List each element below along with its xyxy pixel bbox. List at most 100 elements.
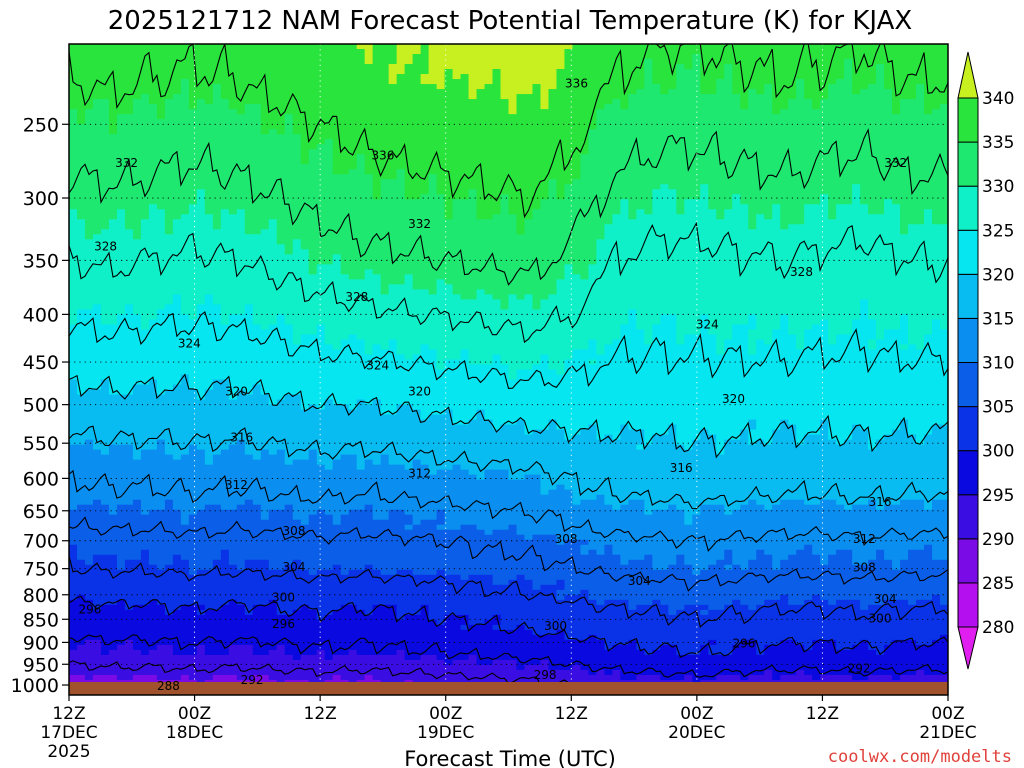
colorbar-segment <box>957 97 979 143</box>
x-tick-label: 00Z <box>178 704 211 724</box>
contour-label: 296 <box>272 617 295 631</box>
contour-label: 308 <box>555 532 578 546</box>
y-tick-label: 250 <box>23 114 59 136</box>
colorbar-segment <box>957 538 979 584</box>
contour-label: 336 <box>565 76 588 90</box>
colorbar-label: 330 <box>982 177 1014 197</box>
y-tick-label: 800 <box>23 585 59 607</box>
contour-line <box>69 555 948 628</box>
contour-label: 328 <box>345 290 368 304</box>
colorbar-label: 290 <box>982 530 1014 550</box>
y-tick-label: 350 <box>23 250 59 272</box>
contour-line <box>69 425 948 510</box>
contour-label: 300 <box>544 619 567 633</box>
colorbar-label: 335 <box>982 133 1014 153</box>
colorbar-label: 340 <box>982 89 1014 109</box>
x-tick-label: 00Z <box>429 704 462 724</box>
y-tick-label: 850 <box>23 609 59 631</box>
colorbar-label: 315 <box>982 309 1014 329</box>
x-tick-date-label: 21DEC <box>919 723 976 743</box>
colorbar-label: 285 <box>982 574 1014 594</box>
x-tick-date-label: 17DEC <box>40 723 97 743</box>
y-tick-label: 950 <box>23 654 59 676</box>
x-tick-label: 00Z <box>680 704 713 724</box>
contour-label: 312 <box>853 532 876 546</box>
contour-label: 336 <box>371 148 394 162</box>
colorbar-segment <box>957 494 979 540</box>
contour-label: 324 <box>696 317 719 331</box>
y-axis: 2503003504004505005506006507007508008509… <box>11 114 69 697</box>
colorbar-segment <box>957 406 979 452</box>
contour-labels: 336 336 332 332 332 328 328 328 324 324 324 320 320 3… <box>78 76 907 692</box>
y-tick-label: 450 <box>23 352 59 374</box>
colorbar-segment <box>957 362 979 408</box>
contour-label: 288 <box>157 679 180 693</box>
contour-label: 308 <box>283 524 306 538</box>
x-tick-date-label: 18DEC <box>166 723 223 743</box>
colorbar-label: 320 <box>982 265 1014 285</box>
contour-label: 308 <box>853 561 876 575</box>
y-tick-label: 1000 <box>11 675 59 697</box>
watermark: coolwx.com/modelts <box>828 747 1012 767</box>
contour-line <box>69 516 948 592</box>
x-tick-label: 00Z <box>931 704 964 724</box>
colorbar-segment <box>957 450 979 496</box>
colorbar-min-triangle <box>957 626 979 670</box>
contour-label: 332 <box>115 156 138 170</box>
contour-label: 296 <box>732 636 755 650</box>
contour-label: 316 <box>869 495 892 509</box>
colorbar-label: 305 <box>982 398 1014 418</box>
colorbar-segment <box>957 229 979 275</box>
contour-line <box>69 373 948 459</box>
x-axis-title: Forecast Time (UTC) <box>404 747 616 768</box>
contour-label: 328 <box>94 239 117 253</box>
colorbar: 280 285 290 295 300 305 310 315 320 325 330 335 340 <box>957 51 1014 670</box>
contour-label: 320 <box>225 385 248 399</box>
contour-line <box>69 310 948 389</box>
colorbar-segment <box>957 317 979 364</box>
contour-label: 320 <box>722 392 745 406</box>
x-tick-label: 12Z <box>304 704 337 724</box>
colorbar-label: 310 <box>982 354 1014 374</box>
contour-label: 292 <box>241 673 264 687</box>
y-tick-label: 300 <box>23 188 59 210</box>
chart-title: 2025121712 NAM Forecast Potential Temper… <box>108 6 913 36</box>
colorbar-segment <box>957 141 979 187</box>
contour-label: 316 <box>230 430 253 444</box>
contour-label: 300 <box>272 590 295 604</box>
colorbar-max-triangle <box>957 51 979 99</box>
contour-label: 304 <box>283 560 306 574</box>
contour-label: 332 <box>408 217 431 231</box>
contour-label: 292 <box>848 662 871 676</box>
contour-line <box>69 634 948 678</box>
x-tick-label: 12Z <box>52 704 85 724</box>
plot-frame <box>68 43 949 696</box>
x-tick-label: 12Z <box>806 704 839 724</box>
colorbar-segment <box>957 185 979 231</box>
contour-line <box>69 595 948 659</box>
colorbar-segment <box>957 273 979 319</box>
contour-label: 296 <box>78 603 101 617</box>
contour-line <box>69 221 948 344</box>
y-tick-label: 550 <box>23 433 59 455</box>
colorbar-label: 300 <box>982 442 1014 462</box>
contour-line <box>69 469 948 552</box>
contour-label: 300 <box>869 611 892 625</box>
x-tick-year-label: 2025 <box>47 742 90 762</box>
contour-label: 304 <box>874 592 897 606</box>
contour-label: 324 <box>366 359 389 373</box>
colorbar-label: 295 <box>982 486 1014 506</box>
y-tick-label: 700 <box>23 531 59 553</box>
colorbar-label: 280 <box>982 618 1014 638</box>
x-tick-label: 12Z <box>555 704 588 724</box>
colorbar-label: 325 <box>982 221 1014 241</box>
y-tick-label: 600 <box>23 468 59 490</box>
contour-label: 332 <box>884 156 907 170</box>
x-tick-date-label: 19DEC <box>417 723 474 743</box>
contour-label: 316 <box>670 461 693 475</box>
contour-line <box>69 44 948 219</box>
contour-label: 324 <box>178 337 201 351</box>
potential-temperature-field <box>69 44 948 695</box>
colorbar-segment <box>957 582 979 628</box>
